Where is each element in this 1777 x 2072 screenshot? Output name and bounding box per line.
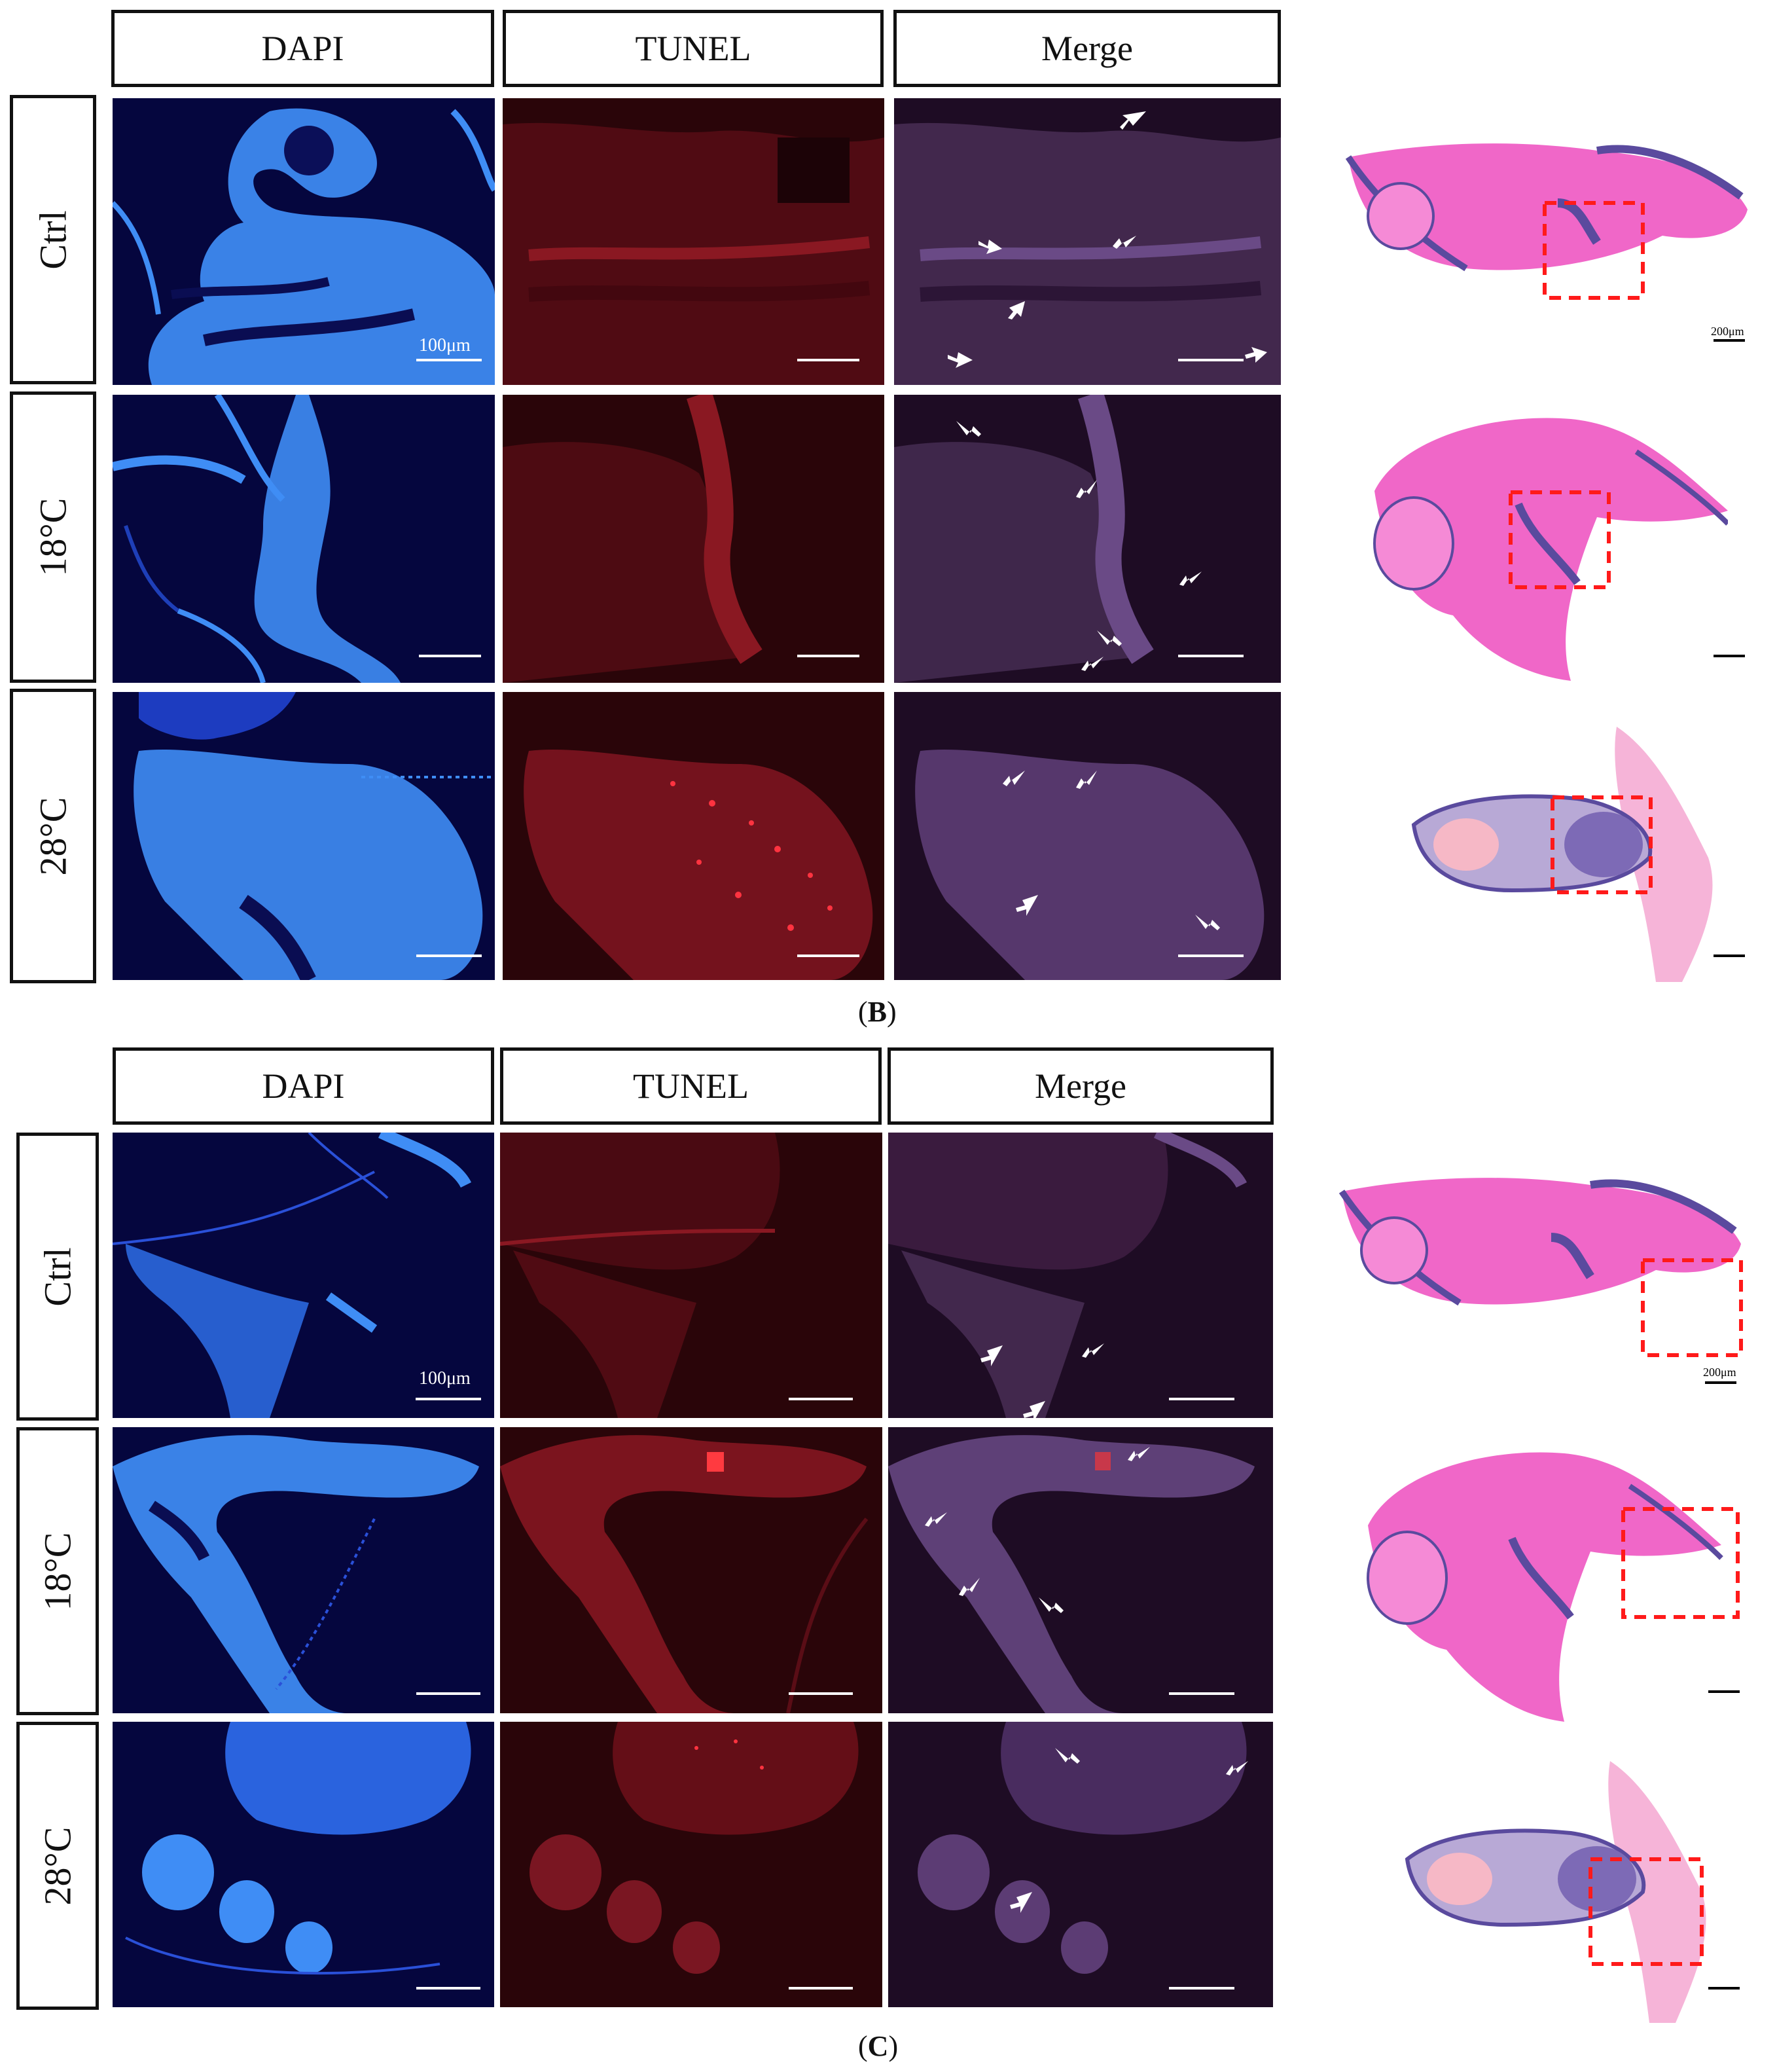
scale-bar-dapi-18c-c [416,1692,480,1695]
panel-merge-28c-c [888,1722,1273,2007]
he-section-28c-b [1407,727,1748,982]
scale-bar-merge-18c-c [1169,1692,1234,1695]
scale-bar-tunel-28c-b [797,954,859,957]
he-section-ctrl-b [1335,131,1754,321]
he-scale-label-ctrl-b: 200μm [1711,325,1744,338]
panel-dapi-28c-b [113,692,495,980]
column-header-dapi-b: DAPI [111,10,494,87]
scale-bar-dapi-ctrl-c [416,1398,481,1400]
panel-tunel-ctrl-b [503,98,884,385]
panel-tunel-18c-c [500,1427,882,1713]
column-header-merge-b: Merge [893,10,1281,87]
panel-dapi-18c-b [113,395,495,683]
scale-bar-merge-28c-c [1169,1987,1234,1990]
panel-tunel-ctrl-c [500,1133,882,1418]
column-header-merge-c: Merge [888,1047,1274,1125]
he-scale-bar-18c-b [1714,655,1745,657]
row-header-18c-c: 18°C [16,1427,99,1715]
scale-bar-merge-28c-b [1178,954,1244,957]
scale-bar-tunel-28c-c [789,1987,853,1990]
panel-tunel-28c-b [503,692,884,980]
panel-merge-ctrl-b [894,98,1281,385]
caption-b: (B) [858,996,897,1028]
scale-bar-dapi-28c-b [416,954,482,957]
he-section-18c-b [1361,412,1728,681]
he-scale-bar-28c-b [1714,954,1745,957]
column-header-dapi-c: DAPI [113,1047,494,1125]
scale-bar-merge-ctrl-b [1178,359,1244,361]
panel-dapi-18c-c [113,1427,494,1713]
scale-bar-dapi-ctrl-b [416,359,482,361]
he-scale-bar-18c-c [1708,1690,1740,1693]
he-scale-bar-ctrl-c [1705,1381,1736,1384]
panel-tunel-28c-c [500,1722,882,2007]
scale-bar-tunel-ctrl-b [797,359,859,361]
panel-tunel-18c-b [503,395,884,683]
scale-bar-tunel-ctrl-c [789,1398,853,1400]
scale-bar-tunel-18c-c [789,1692,853,1695]
scale-label-dapi-ctrl-c: 100μm [419,1368,471,1389]
panel-dapi-28c-c [113,1722,494,2007]
row-header-28c-b: 28°C [10,689,96,983]
panel-merge-ctrl-c [888,1133,1273,1418]
he-scale-bar-ctrl-b [1714,339,1745,342]
row-header-28c-c: 28°C [16,1722,99,2010]
panel-merge-28c-b [894,692,1281,980]
panel-merge-18c-b [894,395,1281,683]
he-section-18c-c [1355,1447,1741,1722]
scale-bar-merge-18c-b [1178,655,1244,657]
scale-bar-dapi-18c-b [419,655,481,657]
scale-label-dapi-ctrl-b: 100μm [419,335,471,355]
panel-merge-18c-c [888,1427,1273,1713]
row-header-18c-b: 18°C [10,391,96,683]
panel-dapi-ctrl-c [113,1133,494,1418]
he-scale-label-ctrl-c: 200μm [1703,1366,1736,1379]
he-section-28c-c [1401,1761,1741,2023]
row-header-ctrl-b: Ctrl [10,95,96,384]
arrow-markers [948,111,1267,368]
he-scale-bar-28c-c [1708,1987,1740,1990]
column-header-tunel-b: TUNEL [503,10,884,87]
column-header-tunel-c: TUNEL [500,1047,882,1125]
caption-c: (C) [858,2030,899,2062]
he-section-ctrl-c [1329,1165,1748,1362]
scale-bar-tunel-18c-b [797,655,859,657]
scale-bar-merge-ctrl-c [1169,1398,1234,1400]
panel-dapi-ctrl-b [113,98,495,385]
row-header-ctrl-c: Ctrl [16,1133,99,1421]
scale-bar-dapi-28c-c [416,1987,480,1990]
